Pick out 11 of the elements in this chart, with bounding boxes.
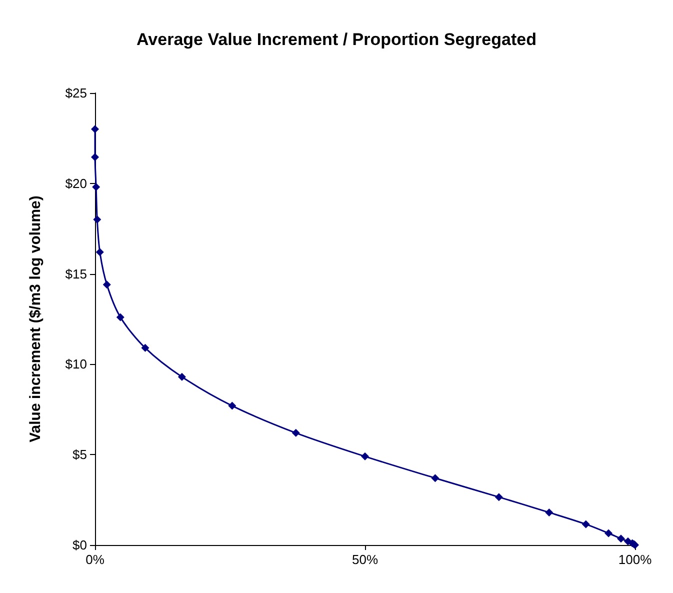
x-tick-label: 0% [86,552,105,567]
x-tick-label: 50% [352,552,378,567]
y-tick-label: $25 [65,86,87,100]
y-tick-label: $0 [72,538,87,552]
y-tick-label: $15 [65,266,87,282]
x-tick-label: 100% [618,552,652,567]
chart-title: Average Value Increment / Proportion Segregated [136,30,536,49]
y-tick-label: $5 [72,447,87,462]
y-tick-label: $10 [65,356,87,372]
y-tick-label: $20 [65,176,87,191]
y-axis-title: Value increment ($/m3 log volume) [27,196,44,442]
